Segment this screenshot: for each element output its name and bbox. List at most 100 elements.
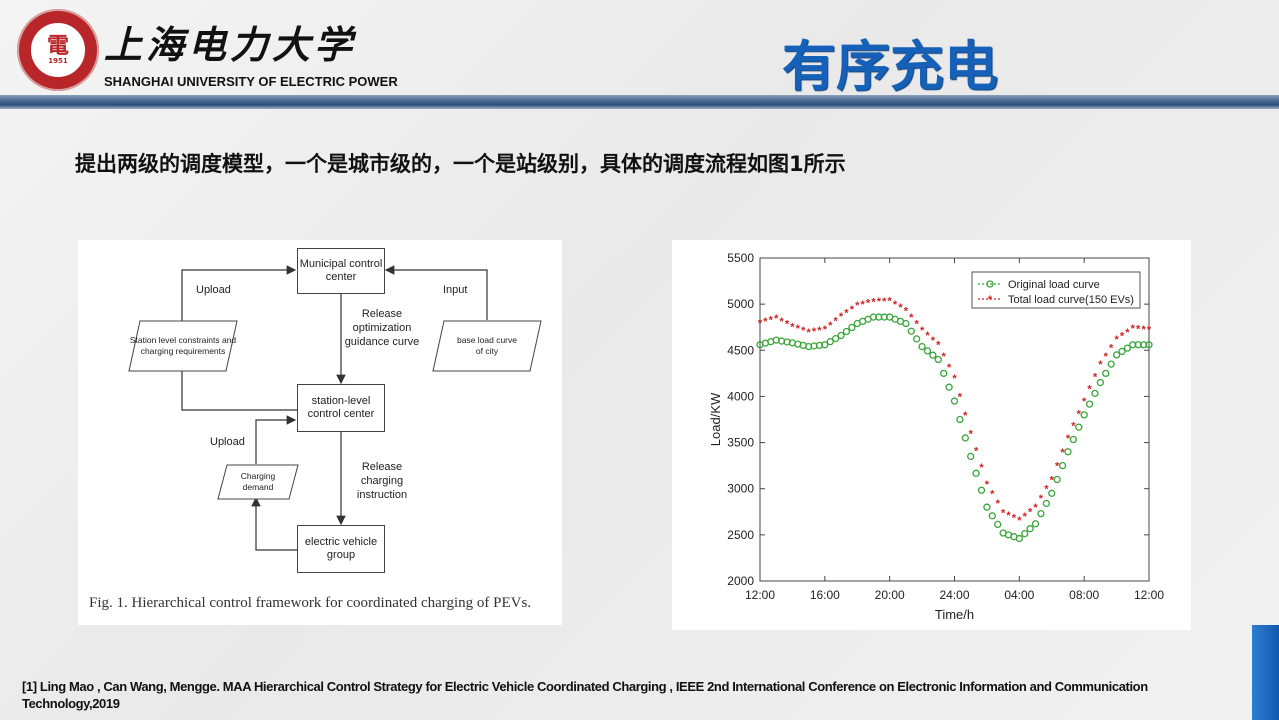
total-curve-point: * — [904, 306, 909, 318]
decorative-blue-tab — [1252, 625, 1279, 720]
header-divider-bar — [0, 95, 1279, 109]
original-curve-point — [1085, 400, 1094, 408]
original-curve-point — [913, 335, 921, 343]
original-curve-point — [848, 323, 856, 332]
total-curve-point: * — [1087, 384, 1092, 396]
original-curve-point — [934, 355, 942, 364]
total-curve-point: * — [801, 325, 806, 337]
total-curve-point: * — [1131, 323, 1136, 335]
total-curve-point: * — [888, 295, 893, 307]
original-curve-point — [1048, 489, 1056, 497]
original-curve-point — [1064, 448, 1072, 456]
total-curve-point: * — [1006, 510, 1011, 522]
total-curve-point: * — [779, 316, 784, 328]
original-curve-point — [1015, 534, 1023, 543]
original-curve-point — [842, 327, 851, 336]
original-curve-point — [1021, 529, 1029, 538]
total-curve-point: * — [979, 462, 984, 474]
total-curve-point: * — [958, 391, 963, 403]
total-curve-point: * — [942, 351, 947, 363]
original-curve-point — [837, 331, 845, 340]
y-tick-label: 5500 — [727, 251, 754, 265]
total-curve-point: * — [785, 319, 790, 331]
upload-label-top: Upload — [196, 284, 231, 296]
input-label: Input — [443, 284, 468, 296]
total-curve-point: * — [1060, 447, 1065, 459]
total-curve-point: * — [1028, 506, 1033, 518]
load-curve-chart: 2000 2500 3000 3500 4000 4500 5000 5500 12:00 16:… — [708, 251, 1164, 622]
total-curve-point: * — [920, 325, 925, 337]
total-curve-point: * — [985, 479, 990, 491]
original-curve-point — [831, 334, 840, 343]
total-curve-point: * — [1136, 323, 1141, 335]
total-curve-point: * — [1066, 433, 1071, 445]
y-tick-label: 2500 — [727, 528, 754, 542]
total-curve-point: * — [1023, 511, 1028, 523]
x-tick-label: 04:00 — [1004, 588, 1034, 602]
total-curve-point: * — [1082, 396, 1087, 408]
total-curve-point: * — [909, 312, 914, 324]
x-tick-label: 20:00 — [875, 588, 905, 602]
total-curve-point: * — [861, 299, 866, 311]
total-curve-point: * — [1033, 502, 1038, 514]
total-curve-point: * — [877, 296, 882, 308]
y-tick-label: 4000 — [727, 389, 754, 403]
original-curve-point — [940, 369, 948, 378]
total-curve-point: * — [866, 298, 871, 310]
total-curve-point: * — [1055, 461, 1060, 473]
slide-subtitle: 提出两级的调度模型，一个是城市级的，一个是站级别，具体的调度流程如图1所示 — [75, 152, 846, 176]
original-curve-point — [956, 415, 964, 424]
original-curve-point — [1053, 475, 1061, 484]
x-tick-label: 24:00 — [939, 588, 969, 602]
original-curve-point — [1080, 411, 1088, 419]
original-curve-point — [1037, 509, 1045, 518]
total-curve-point: * — [774, 313, 779, 325]
original-curve-point — [902, 319, 910, 328]
original-curve-point — [983, 503, 991, 511]
logo-year: 1951 — [48, 57, 68, 65]
ev-group-box: electric vehicle group — [297, 525, 385, 573]
y-axis-label: Load/KW — [708, 392, 723, 446]
original-curve-point — [826, 338, 834, 346]
university-name-en: SHANGHAI UNIVERSITY OF ELECTRIC POWER — [104, 74, 398, 89]
original-curve-point — [1026, 525, 1034, 533]
total-curve-point: * — [990, 489, 995, 501]
total-curve-point: * — [1093, 371, 1098, 383]
hierarchy-diagram-panel: Municipal control center station-level c… — [78, 240, 562, 625]
total-curve-point: * — [1071, 421, 1076, 433]
total-curve-point: * — [790, 321, 795, 333]
total-curve-point: * — [850, 304, 855, 316]
total-curve-point: * — [1017, 515, 1022, 527]
original-curve-point — [1069, 435, 1078, 444]
total-curve-point: * — [952, 373, 957, 385]
total-curve-point: * — [844, 307, 849, 319]
original-curve-point — [1112, 351, 1121, 359]
legend-box — [971, 271, 1141, 309]
original-curve-point — [945, 383, 953, 391]
total-curve-point: * — [758, 318, 763, 330]
total-curve-point: * — [1120, 331, 1125, 343]
original-curve-point — [1058, 461, 1067, 470]
legend-marker-star: * — [988, 294, 993, 306]
total-curve-point: * — [936, 340, 941, 352]
total-curve-point: * — [796, 323, 801, 335]
original-curve-point — [1145, 341, 1153, 349]
original-curve-point — [967, 452, 975, 461]
total-curve-point: * — [817, 325, 822, 337]
original-curve-point — [1075, 423, 1083, 431]
total-curve-point: * — [1141, 324, 1146, 336]
original-curve-point — [918, 342, 926, 351]
total-curve-point: * — [915, 319, 920, 331]
original-curve-point — [1123, 344, 1132, 352]
original-curve-point — [1107, 360, 1115, 368]
total-curve-point: * — [1077, 408, 1082, 420]
station-control-center-box: station-level control center — [297, 384, 385, 432]
y-tick-label: 3000 — [727, 482, 754, 496]
total-curve-point: * — [1109, 343, 1114, 355]
total-curve-point: * — [1012, 513, 1017, 525]
x-tick-label: 16:00 — [810, 588, 840, 602]
release-charging-label: Release charging instruction — [356, 461, 408, 501]
total-curve-point: * — [1114, 334, 1119, 346]
legend-marker-circle — [986, 280, 994, 288]
original-curve-point — [821, 341, 829, 349]
